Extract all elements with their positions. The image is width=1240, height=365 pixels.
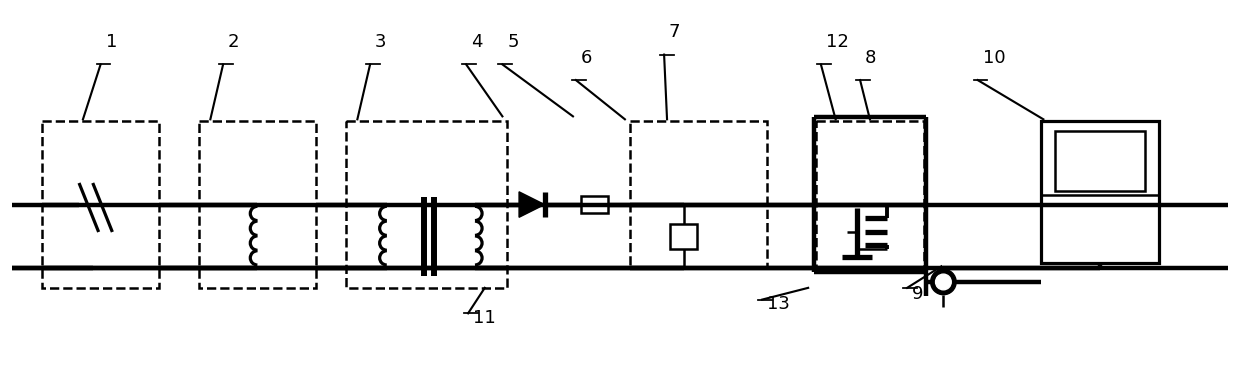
Text: 4: 4	[471, 33, 482, 51]
Bar	[1055, 131, 1146, 191]
Text: 11: 11	[472, 309, 496, 327]
Bar	[816, 121, 924, 268]
Circle shape	[931, 269, 956, 295]
Polygon shape	[520, 192, 544, 217]
Text: 8: 8	[866, 49, 877, 68]
Text: 10: 10	[982, 49, 1006, 68]
Bar	[580, 196, 609, 214]
Text: 5: 5	[507, 33, 518, 51]
Bar	[198, 121, 316, 288]
Bar	[346, 121, 507, 288]
Bar	[630, 121, 768, 268]
Text: 2: 2	[228, 33, 239, 51]
Bar	[42, 121, 160, 288]
Text: 6: 6	[580, 49, 593, 68]
Circle shape	[935, 274, 951, 290]
Text: 12: 12	[826, 33, 848, 51]
Text: 9: 9	[913, 285, 924, 303]
Bar	[670, 224, 697, 249]
Text: 13: 13	[768, 295, 790, 313]
Text: 1: 1	[105, 33, 117, 51]
Text: 7: 7	[670, 23, 681, 41]
Bar	[1042, 121, 1159, 264]
Text: 3: 3	[374, 33, 387, 51]
